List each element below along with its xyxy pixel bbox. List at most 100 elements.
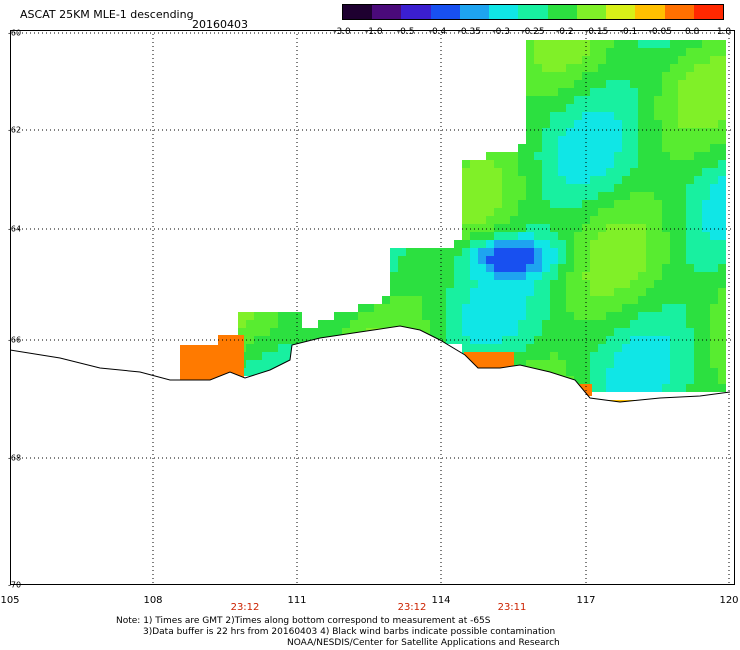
wind-cell xyxy=(502,328,510,336)
wind-cell xyxy=(566,88,574,96)
wind-cell xyxy=(614,112,622,120)
wind-cell xyxy=(622,120,630,128)
wind-cell xyxy=(678,328,686,336)
wind-cell xyxy=(622,384,630,392)
wind-cell xyxy=(694,240,702,248)
wind-cell xyxy=(462,232,470,240)
wind-cell xyxy=(614,40,622,48)
wind-cell xyxy=(582,280,590,288)
wind-cell xyxy=(462,184,470,192)
wind-cell xyxy=(582,88,590,96)
wind-cell xyxy=(662,176,670,184)
wind-cell xyxy=(622,176,630,184)
wind-cell xyxy=(454,328,462,336)
wind-cell xyxy=(686,264,694,272)
wind-cell xyxy=(654,376,662,384)
wind-cell xyxy=(518,152,526,160)
wind-cell xyxy=(646,208,654,216)
wind-cell xyxy=(590,192,598,200)
wind-cell xyxy=(502,272,510,280)
wind-cell xyxy=(566,120,574,128)
wind-cell xyxy=(582,368,590,376)
wind-cell xyxy=(694,200,702,208)
wind-cell xyxy=(614,376,622,384)
wind-cell xyxy=(598,320,606,328)
wind-cell xyxy=(526,48,534,56)
wind-cell xyxy=(710,56,718,64)
map-title: ASCAT 25KM MLE-1 descending xyxy=(20,8,194,21)
wind-cell xyxy=(622,160,630,168)
wind-cell xyxy=(526,304,534,312)
wind-cell xyxy=(638,288,646,296)
wind-cell xyxy=(630,384,638,392)
wind-cell xyxy=(710,368,718,376)
wind-cell xyxy=(606,288,614,296)
wind-cell xyxy=(630,280,638,288)
wind-cell xyxy=(598,104,606,112)
wind-cell xyxy=(486,176,494,184)
wind-cell xyxy=(566,72,574,80)
wind-cell xyxy=(390,272,398,280)
wind-cell xyxy=(678,72,686,80)
wind-cell xyxy=(654,128,662,136)
wind-cell xyxy=(558,152,566,160)
wind-cell xyxy=(694,192,702,200)
wind-cell xyxy=(646,96,654,104)
wind-cell xyxy=(590,376,598,384)
wind-cell xyxy=(470,240,478,248)
wind-cell xyxy=(654,232,662,240)
wind-cell xyxy=(246,328,254,336)
wind-cell xyxy=(614,184,622,192)
wind-cell xyxy=(478,248,486,256)
wind-cell xyxy=(590,56,598,64)
wind-cell xyxy=(494,312,502,320)
wind-cell xyxy=(702,240,710,248)
wind-cell xyxy=(646,48,654,56)
wind-cell xyxy=(366,304,374,312)
wind-cell xyxy=(614,232,622,240)
wind-cell xyxy=(614,256,622,264)
wind-cell xyxy=(502,312,510,320)
wind-cell xyxy=(710,320,718,328)
wind-cell xyxy=(718,96,726,104)
wind-cell xyxy=(702,248,710,256)
wind-cell xyxy=(550,352,558,360)
wind-cell xyxy=(718,176,726,184)
colorbar-swatch xyxy=(547,5,577,19)
wind-cell xyxy=(638,304,646,312)
wind-cell xyxy=(470,328,478,336)
wind-cell xyxy=(526,128,534,136)
wind-cell xyxy=(438,248,446,256)
wind-cell xyxy=(526,344,534,352)
wind-cell xyxy=(638,344,646,352)
wind-cell xyxy=(662,72,670,80)
wind-cell xyxy=(678,136,686,144)
wind-cell xyxy=(542,72,550,80)
wind-cell xyxy=(694,232,702,240)
wind-cell xyxy=(662,320,670,328)
wind-cell xyxy=(478,192,486,200)
wind-cell xyxy=(630,192,638,200)
wind-cell xyxy=(710,72,718,80)
colorbar-swatch xyxy=(401,5,431,19)
wind-cell xyxy=(534,256,542,264)
wind-cell xyxy=(414,296,422,304)
wind-cell xyxy=(646,280,654,288)
wind-cell xyxy=(654,56,662,64)
wind-cell xyxy=(630,64,638,72)
wind-cell xyxy=(598,168,606,176)
wind-cell xyxy=(710,264,718,272)
wind-cell xyxy=(454,296,462,304)
wind-cell xyxy=(574,304,582,312)
wind-cell xyxy=(638,104,646,112)
wind-cell xyxy=(486,240,494,248)
wind-cell xyxy=(582,96,590,104)
wind-cell xyxy=(638,368,646,376)
wind-cell xyxy=(678,384,686,392)
wind-cell xyxy=(710,376,718,384)
wind-cell xyxy=(718,144,726,152)
wind-cell xyxy=(678,176,686,184)
wind-cell xyxy=(558,128,566,136)
wind-cell xyxy=(606,72,614,80)
wind-cell xyxy=(414,280,422,288)
